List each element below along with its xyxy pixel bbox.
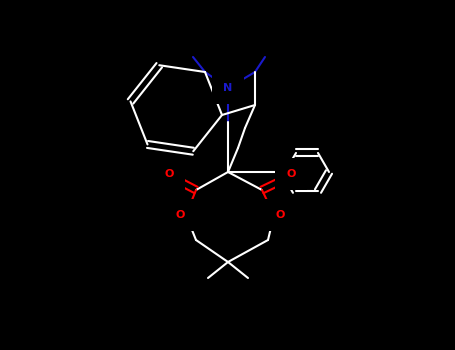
- Text: O: O: [164, 169, 174, 179]
- Text: N: N: [223, 83, 233, 93]
- Text: O: O: [175, 210, 185, 220]
- Text: O: O: [275, 210, 285, 220]
- Text: O: O: [286, 169, 296, 179]
